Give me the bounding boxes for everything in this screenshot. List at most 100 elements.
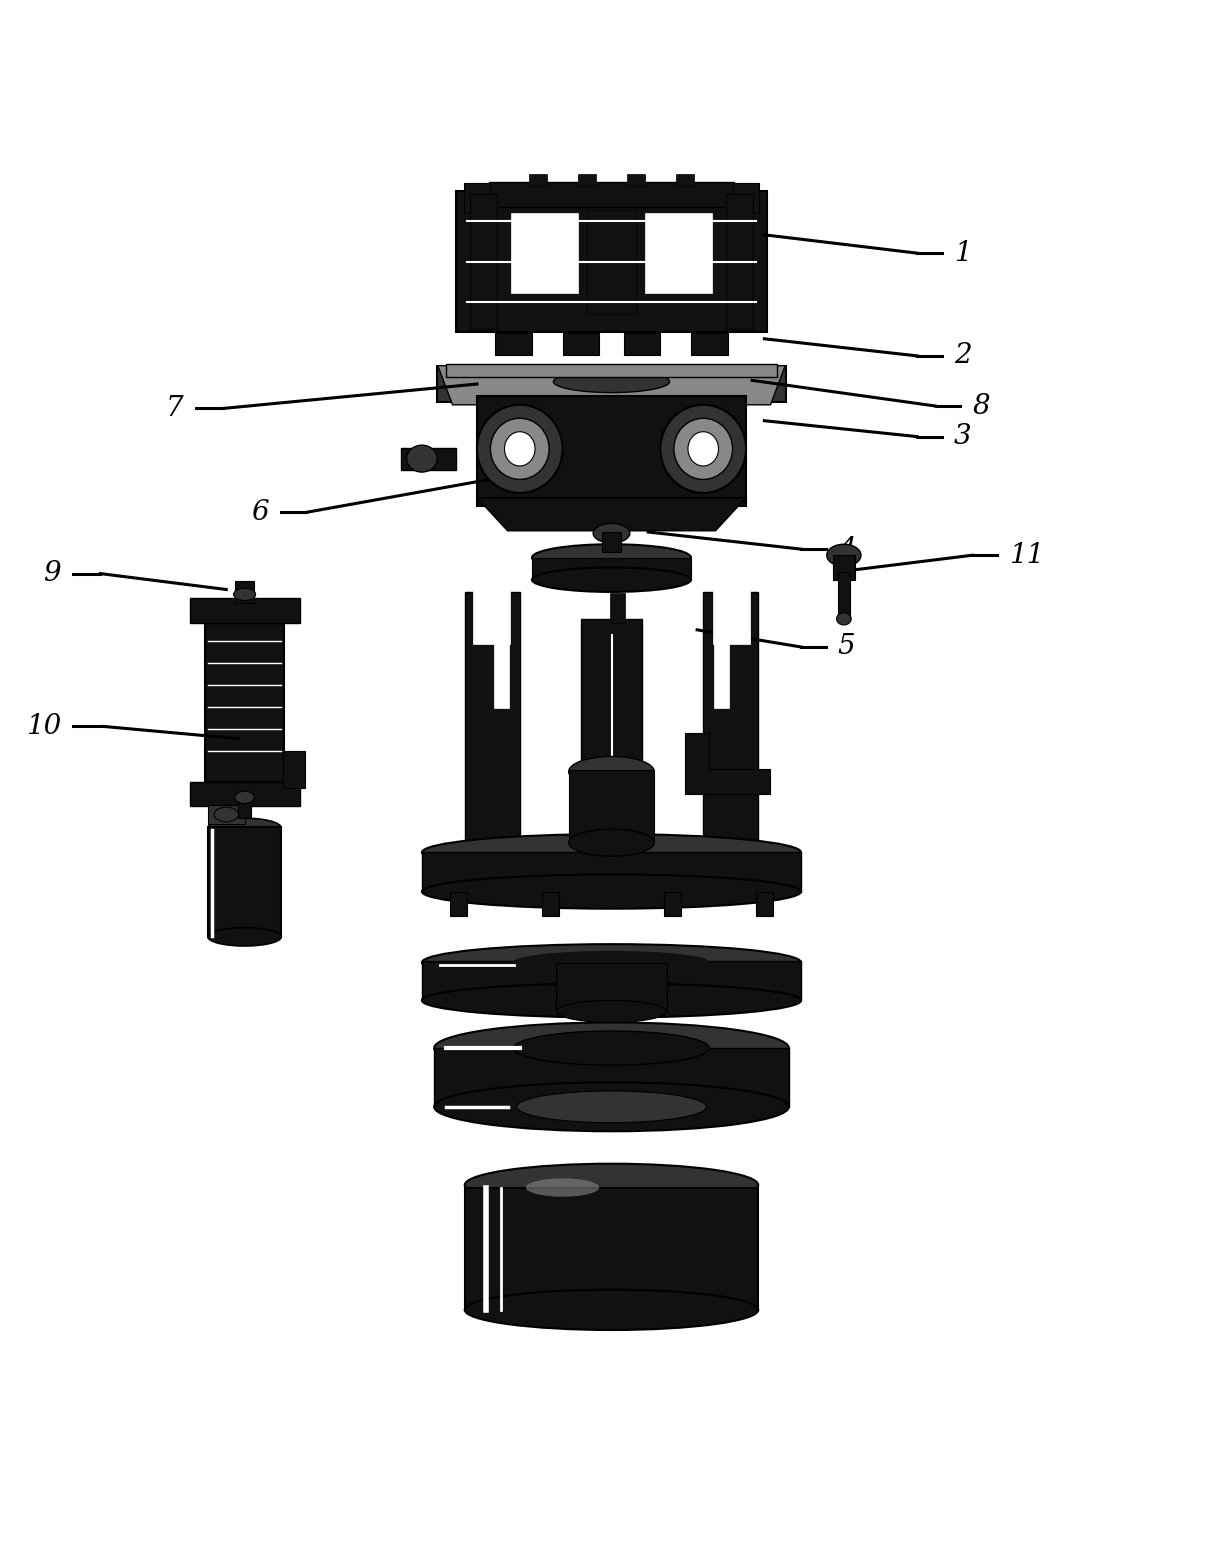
Ellipse shape [514, 952, 709, 974]
Bar [610, 592, 625, 624]
Bar [733, 183, 759, 213]
Bar [283, 750, 305, 788]
Bar [489, 183, 734, 206]
Bar [577, 173, 597, 186]
Ellipse shape [422, 944, 801, 982]
Ellipse shape [208, 928, 281, 946]
Bar [238, 794, 251, 817]
Bar [450, 891, 467, 916]
Bar [511, 214, 577, 292]
Bar [726, 194, 753, 328]
Ellipse shape [422, 835, 801, 871]
Text: 9: 9 [44, 560, 61, 588]
Ellipse shape [532, 544, 691, 570]
Text: 6: 6 [252, 499, 269, 525]
Ellipse shape [553, 370, 670, 392]
Bar [495, 333, 532, 355]
Bar [676, 173, 695, 186]
Bar [686, 242, 708, 289]
Bar [477, 397, 746, 506]
Bar [581, 619, 642, 833]
Ellipse shape [674, 419, 733, 480]
Text: 3: 3 [954, 424, 971, 450]
Text: 2: 2 [954, 342, 971, 369]
Bar [646, 214, 713, 292]
Bar [569, 771, 654, 841]
Ellipse shape [827, 544, 861, 566]
Ellipse shape [556, 1000, 667, 1022]
Bar [190, 782, 300, 807]
Text: 1: 1 [954, 239, 971, 267]
Bar [624, 333, 660, 355]
Polygon shape [465, 592, 520, 855]
Ellipse shape [490, 419, 549, 480]
Ellipse shape [504, 431, 536, 466]
Bar [556, 963, 667, 1011]
Bar [563, 333, 599, 355]
Ellipse shape [406, 445, 438, 472]
Ellipse shape [514, 1032, 709, 1066]
Ellipse shape [235, 791, 254, 803]
Bar [422, 961, 801, 1000]
Ellipse shape [569, 756, 654, 788]
Bar [455, 191, 768, 331]
Ellipse shape [687, 431, 718, 466]
Bar [838, 572, 850, 619]
Bar [627, 173, 646, 186]
Bar [401, 447, 455, 469]
Bar [756, 891, 773, 916]
Bar [494, 586, 509, 708]
Ellipse shape [532, 567, 691, 592]
Ellipse shape [434, 1022, 789, 1074]
Bar [446, 364, 777, 377]
Bar [473, 589, 510, 644]
Bar [465, 1188, 758, 1310]
Bar [532, 558, 691, 580]
Bar [190, 599, 300, 622]
Bar [208, 827, 281, 936]
Bar [515, 242, 537, 289]
Polygon shape [685, 733, 770, 794]
Text: 7: 7 [166, 395, 183, 422]
Bar [664, 891, 681, 916]
Polygon shape [703, 592, 758, 855]
Bar [713, 589, 750, 644]
Polygon shape [477, 497, 746, 531]
Ellipse shape [208, 817, 281, 838]
Bar [205, 622, 285, 782]
Ellipse shape [516, 1091, 707, 1122]
Text: 11: 11 [1009, 542, 1044, 569]
Bar [422, 852, 801, 891]
Ellipse shape [660, 405, 746, 492]
Bar [470, 194, 497, 328]
Polygon shape [438, 366, 785, 405]
Ellipse shape [465, 1289, 758, 1330]
Ellipse shape [434, 1082, 789, 1132]
Ellipse shape [837, 613, 851, 625]
Ellipse shape [422, 983, 801, 1018]
Bar [587, 209, 636, 314]
Bar [434, 1049, 789, 1107]
Ellipse shape [569, 830, 654, 857]
Bar [235, 581, 254, 603]
Bar [714, 586, 729, 708]
Bar [438, 366, 786, 402]
Ellipse shape [422, 874, 801, 908]
Text: 8: 8 [972, 392, 989, 419]
Bar [464, 183, 490, 213]
Bar [691, 333, 728, 355]
Bar [528, 173, 548, 186]
Bar [542, 891, 559, 916]
Ellipse shape [526, 1179, 599, 1197]
Ellipse shape [214, 807, 238, 822]
Bar [208, 805, 245, 824]
Text: 5: 5 [838, 633, 855, 661]
Text: 4: 4 [838, 536, 855, 563]
Text: 10: 10 [26, 713, 61, 739]
Ellipse shape [465, 1164, 758, 1207]
Bar [833, 555, 855, 580]
Ellipse shape [477, 405, 563, 492]
Bar [602, 531, 621, 552]
Ellipse shape [593, 524, 630, 542]
Ellipse shape [234, 588, 256, 600]
